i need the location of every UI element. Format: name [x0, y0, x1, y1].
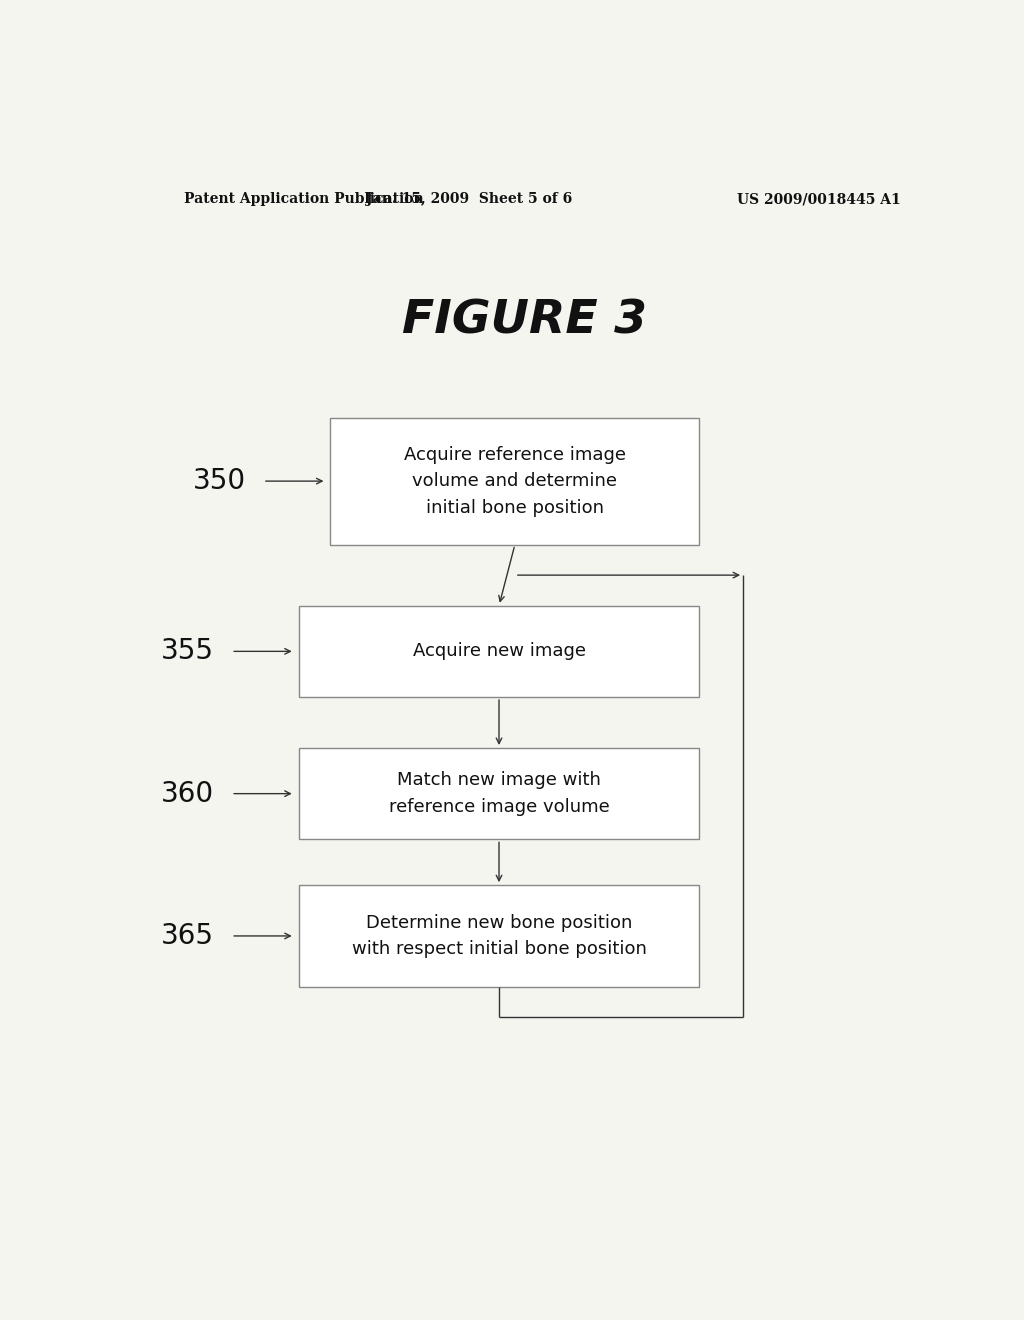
- Text: Acquire reference image
volume and determine
initial bone position: Acquire reference image volume and deter…: [403, 446, 626, 516]
- Bar: [331, 417, 699, 545]
- Text: Jan. 15, 2009  Sheet 5 of 6: Jan. 15, 2009 Sheet 5 of 6: [367, 191, 572, 206]
- Text: FIGURE 3: FIGURE 3: [402, 298, 647, 343]
- Bar: [299, 886, 699, 987]
- Text: 355: 355: [161, 638, 214, 665]
- Text: Acquire new image: Acquire new image: [413, 643, 586, 660]
- Text: Patent Application Publication: Patent Application Publication: [183, 191, 423, 206]
- Text: 360: 360: [161, 780, 214, 808]
- Text: Determine new bone position
with respect initial bone position: Determine new bone position with respect…: [351, 913, 646, 958]
- Text: US 2009/0018445 A1: US 2009/0018445 A1: [736, 191, 900, 206]
- Text: 350: 350: [193, 467, 246, 495]
- Text: Match new image with
reference image volume: Match new image with reference image vol…: [389, 771, 609, 816]
- Bar: [299, 748, 699, 840]
- Text: 365: 365: [161, 921, 214, 950]
- Bar: [299, 606, 699, 697]
